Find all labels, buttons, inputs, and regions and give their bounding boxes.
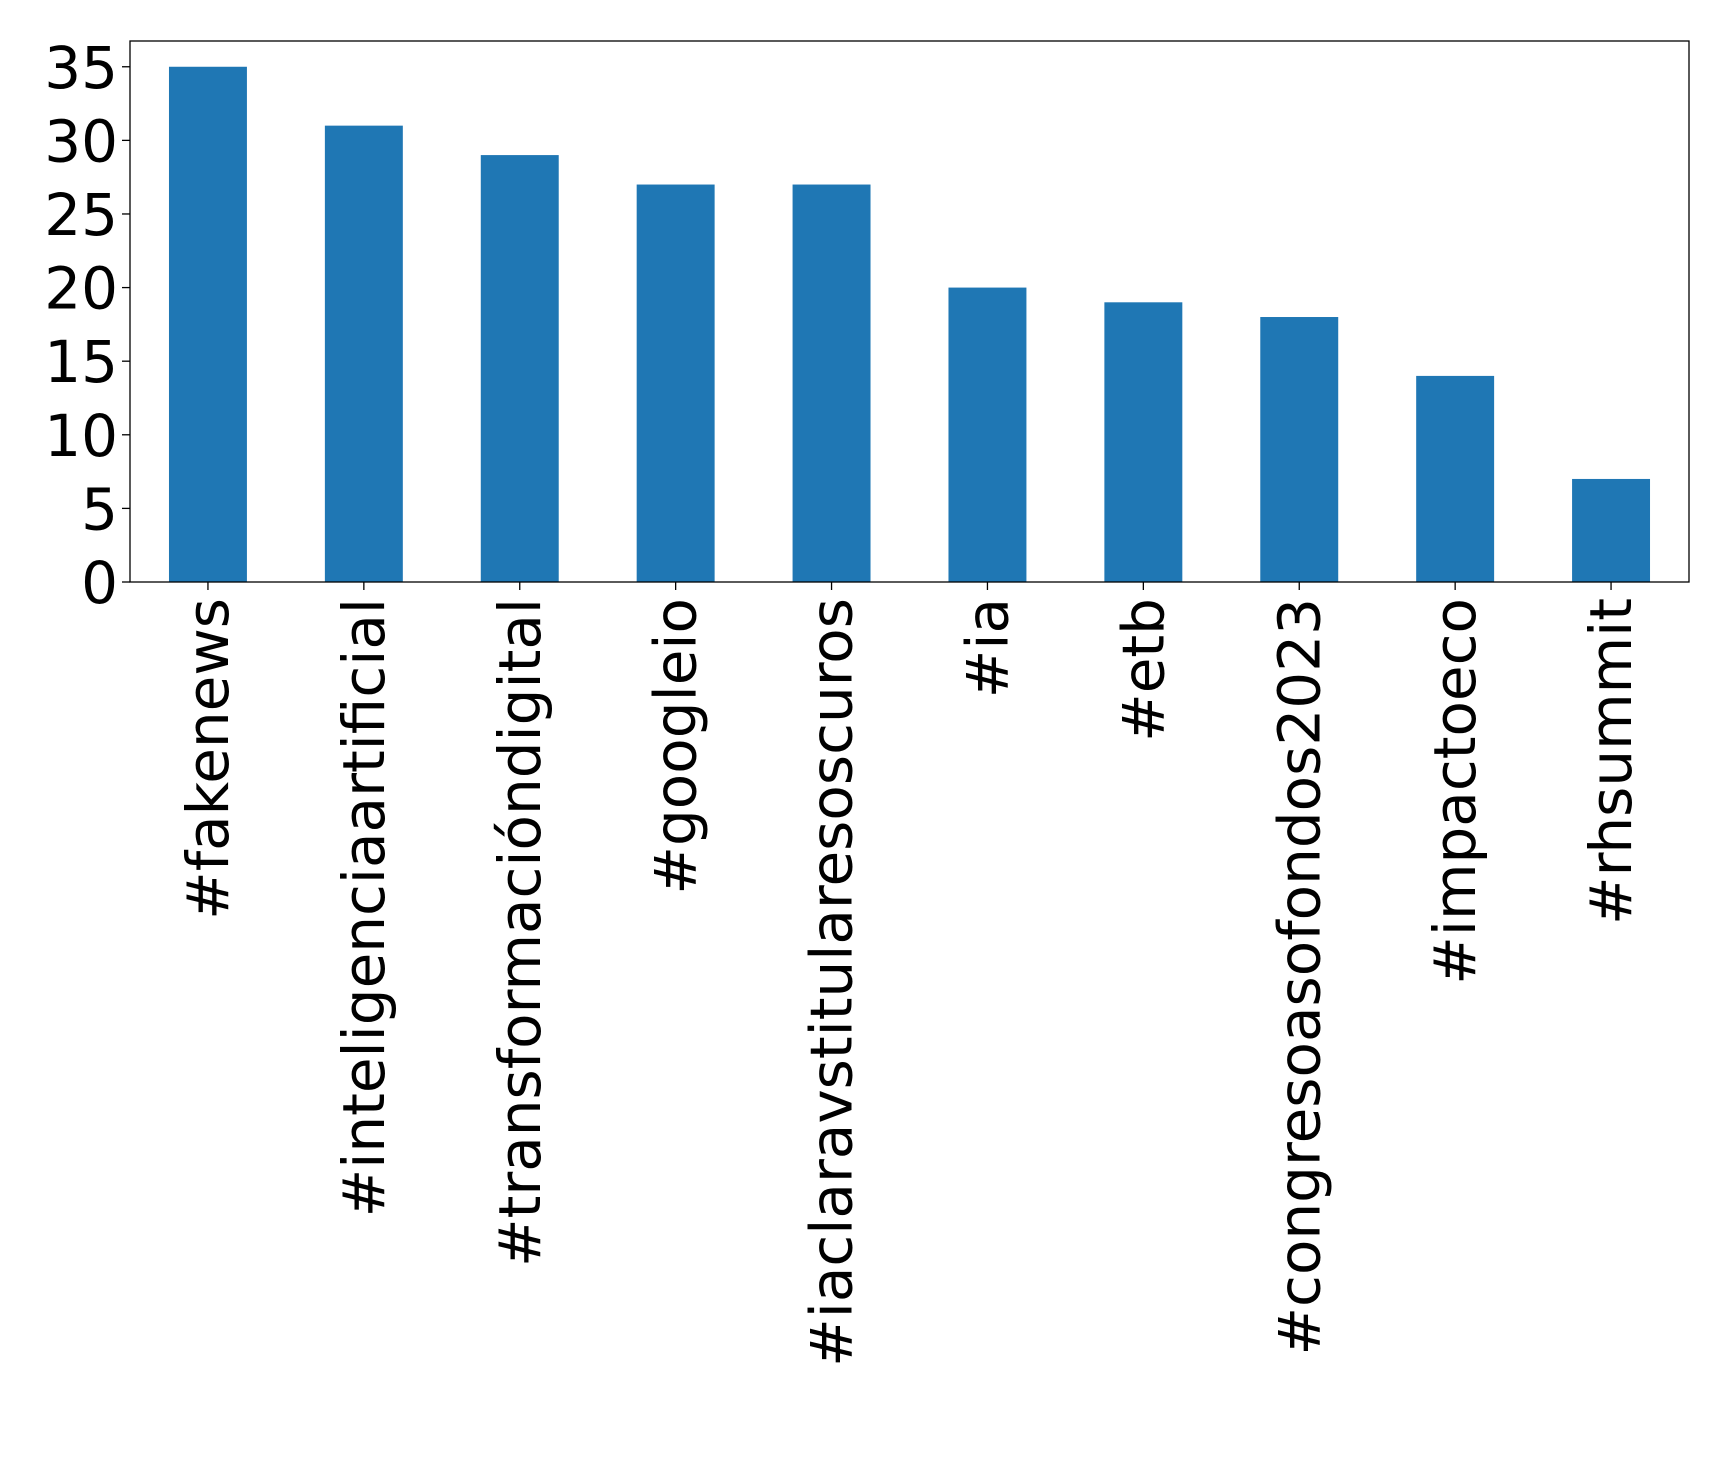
bar-transformacióndigital — [480, 155, 559, 582]
y-tick-label: 10 — [44, 402, 118, 470]
x-tick-label: #transformacióndigital — [486, 598, 554, 1267]
x-tick-label: #fakenews — [174, 598, 242, 920]
bar-iaclaravstitularesoscuros — [792, 184, 871, 582]
y-tick-label: 15 — [44, 328, 118, 396]
bar-congresoasofondos2023 — [1260, 317, 1339, 582]
bar-rhsummit — [1572, 478, 1651, 582]
y-tick-label: 0 — [81, 549, 118, 617]
x-tick-label: #etb — [1109, 598, 1177, 742]
y-tick-label: 25 — [44, 181, 118, 249]
x-tick-label: #impactoeco — [1421, 598, 1489, 985]
bars-group — [168, 66, 1651, 583]
bar-googleio — [636, 184, 715, 582]
x-tick-label: #googleio — [642, 598, 710, 895]
x-tick-label: #iaclaravstitularesoscuros — [798, 598, 866, 1367]
y-tick-label: 5 — [81, 475, 118, 543]
bar-ia — [948, 287, 1027, 582]
y-tick-label: 30 — [44, 107, 118, 175]
x-axis: #fakenews #inteligenciaartificial #transfo… — [174, 582, 1645, 1367]
bar-etb — [1104, 302, 1183, 582]
bar-impactoeco — [1416, 375, 1495, 582]
x-tick-label: #congresoasofondos2023 — [1265, 598, 1333, 1356]
plot-frame — [129, 40, 1690, 583]
x-tick-label: #inteligenciaartificial — [330, 598, 398, 1217]
y-tick-label: 35 — [44, 34, 118, 102]
y-tick-label: 20 — [44, 255, 118, 323]
x-tick-label: #ia — [953, 598, 1021, 698]
bar-fakenews — [168, 66, 247, 582]
bar-inteligenciaartificial — [324, 125, 403, 583]
x-tick-label: #rhsummit — [1577, 598, 1645, 925]
